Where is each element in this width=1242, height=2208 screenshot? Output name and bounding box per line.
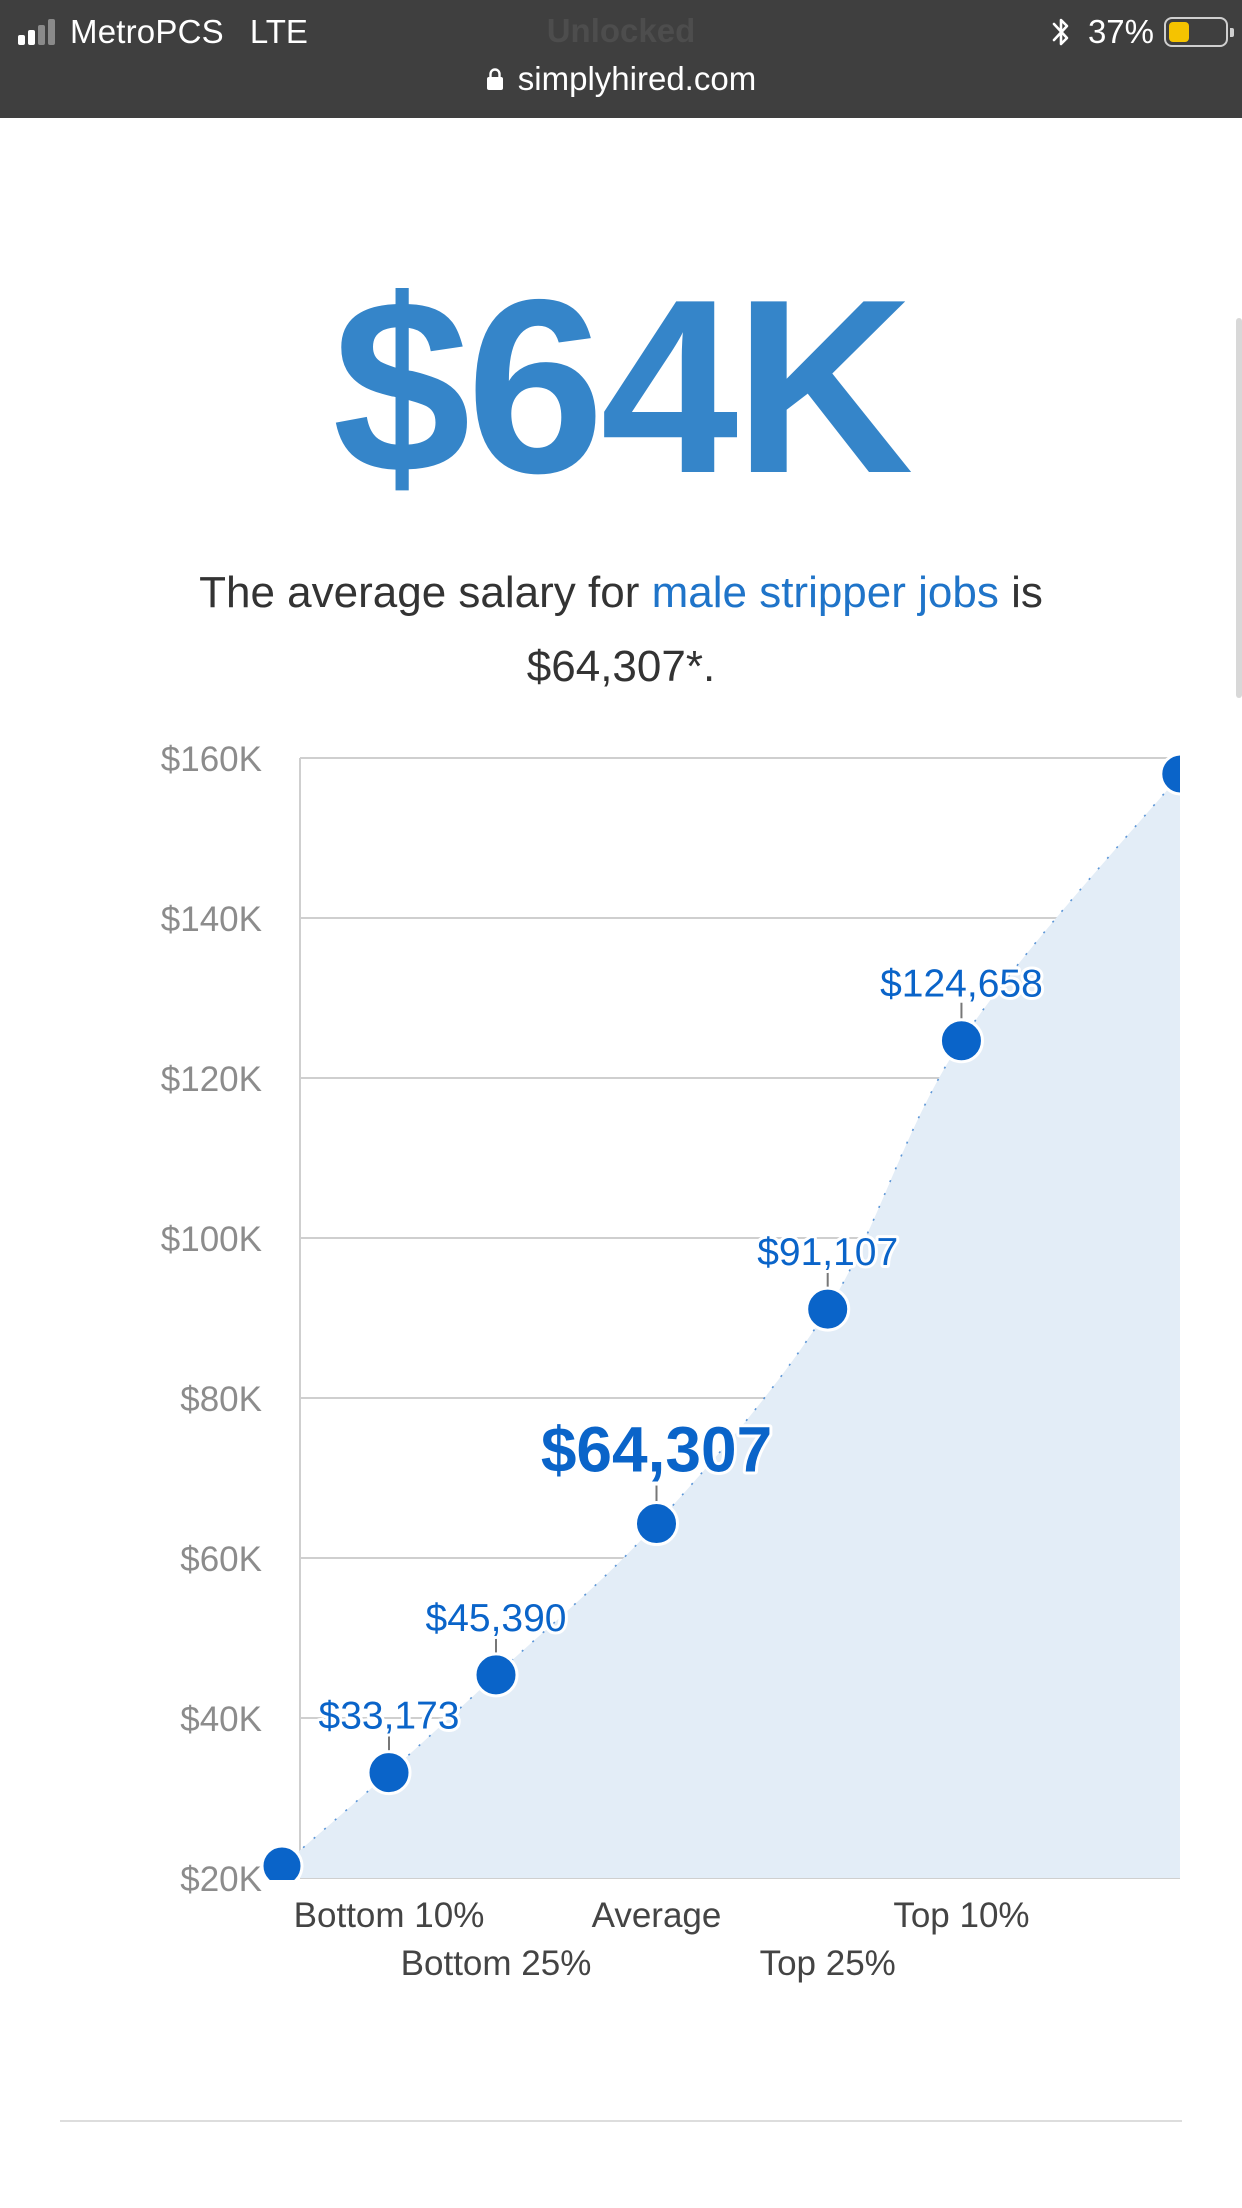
url-text: simplyhired.com — [517, 60, 757, 97]
data-point-group — [1159, 752, 1180, 796]
data-label: $45,390 — [426, 1597, 567, 1640]
description-suffix: is $64,307*. — [526, 568, 1043, 691]
bluetooth-icon — [1052, 18, 1069, 46]
network-type: LTE — [249, 13, 308, 50]
y-tick-label: $80K — [180, 1380, 262, 1419]
data-point-group — [473, 1636, 519, 1698]
salary-headline: $64K — [332, 247, 914, 525]
y-tick-label: $120K — [161, 1060, 262, 1099]
data-point — [634, 1501, 679, 1547]
battery-icon — [1164, 17, 1234, 47]
data-point-group — [805, 1271, 851, 1332]
y-tick-label: $140K — [161, 900, 262, 939]
y-tick-label: $60K — [180, 1540, 262, 1579]
data-point — [260, 1844, 304, 1880]
x-category-label: Bottom 10% — [294, 1896, 485, 1935]
data-point — [938, 1018, 984, 1064]
address-bar[interactable]: simplyhired.com — [0, 60, 1242, 98]
data-label: $33,173 — [319, 1695, 460, 1738]
section-divider — [60, 2120, 1182, 2122]
description-prefix: The average salary for — [199, 568, 652, 617]
data-point-group — [938, 1002, 984, 1064]
data-point — [805, 1286, 851, 1332]
signal-icon — [18, 19, 58, 45]
x-category-label: Average — [592, 1896, 722, 1935]
salary-chart: $20K $40K $60K $80K $100K $120K $140K $160K $33,… — [161, 740, 1180, 1983]
data-point — [366, 1750, 412, 1796]
status-bar: MetroPCS LTE Unlocked 37% simplyhired.co… — [0, 0, 1242, 118]
data-label: $124,658 — [880, 963, 1043, 1006]
carrier-name: MetroPCS — [70, 13, 224, 50]
lock-status-text: Unlocked — [546, 12, 696, 49]
y-tick-label: $160K — [161, 740, 262, 779]
lock-icon — [486, 68, 503, 90]
salary-description: The average salary for male stripper job… — [140, 556, 1102, 704]
y-tick-label: $20K — [180, 1860, 262, 1899]
data-label: $64,307 — [541, 1414, 772, 1486]
x-category-label: Top 10% — [893, 1896, 1029, 1935]
y-tick-label: $40K — [180, 1700, 262, 1739]
x-category-label: Top 25% — [760, 1944, 896, 1983]
data-point-group — [366, 1734, 412, 1796]
status-right-group: 37% — [1050, 12, 1234, 52]
data-point — [1159, 752, 1180, 796]
carrier-group: MetroPCS LTE — [18, 12, 308, 52]
data-label: $91,107 — [757, 1231, 898, 1274]
job-link[interactable]: male stripper jobs — [651, 568, 999, 617]
data-point-group — [634, 1485, 679, 1547]
data-point — [473, 1652, 519, 1698]
data-point-group — [260, 1844, 304, 1880]
battery-percent: 37% — [1087, 13, 1154, 50]
battery-fill — [1169, 22, 1189, 42]
x-category-label: Bottom 25% — [401, 1944, 592, 1983]
y-tick-label: $100K — [161, 1220, 262, 1259]
scrollbar[interactable] — [1236, 318, 1242, 698]
